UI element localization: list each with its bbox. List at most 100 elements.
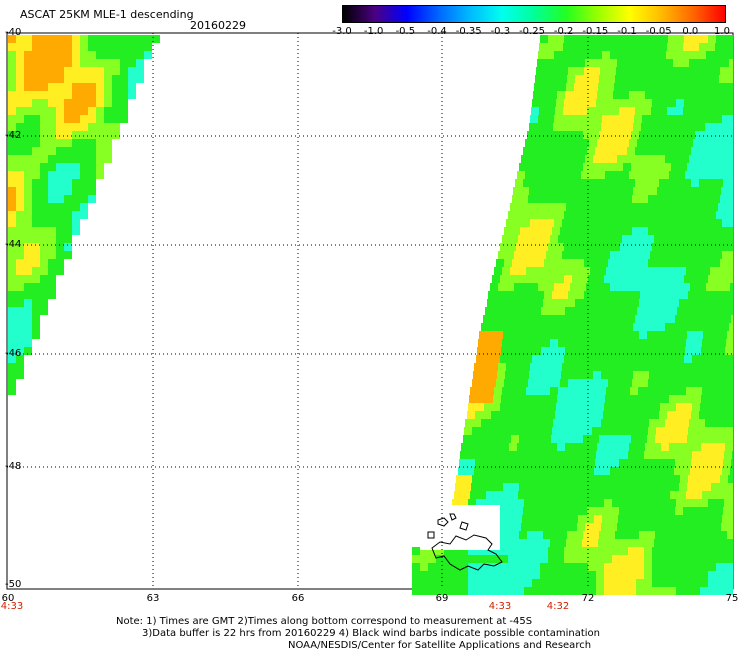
swath-cell bbox=[16, 339, 24, 347]
swath-cell bbox=[700, 99, 708, 107]
swath-cell bbox=[514, 283, 522, 291]
swath-cell bbox=[508, 547, 516, 555]
swath-cell bbox=[636, 35, 644, 43]
swath-cell bbox=[568, 291, 576, 299]
swath-cell bbox=[508, 211, 516, 219]
swath-cell bbox=[514, 251, 522, 259]
swath-cell bbox=[627, 315, 635, 323]
swath-cell bbox=[612, 243, 620, 251]
swath-cell bbox=[619, 411, 627, 419]
swath-cell bbox=[548, 571, 556, 579]
swath-cell bbox=[554, 283, 562, 291]
swath-cell bbox=[585, 323, 593, 331]
swath-cell bbox=[56, 211, 64, 219]
swath-cell bbox=[16, 331, 24, 339]
swath-cell bbox=[599, 331, 607, 339]
swath-cell bbox=[574, 339, 582, 347]
swath-cell bbox=[656, 379, 664, 387]
swath-cell bbox=[660, 275, 668, 283]
swath-cell bbox=[595, 411, 603, 419]
swath-cell bbox=[72, 35, 80, 43]
swath-cell bbox=[512, 195, 520, 203]
swath-cell bbox=[566, 83, 574, 91]
swath-cell bbox=[620, 555, 628, 563]
swath-cell bbox=[478, 387, 486, 395]
swath-cell bbox=[617, 523, 625, 531]
swath-cell bbox=[477, 347, 485, 355]
swath-cell bbox=[548, 587, 556, 595]
swath-cell bbox=[24, 123, 32, 131]
swath-cell bbox=[8, 355, 16, 363]
swath-cell bbox=[676, 451, 684, 459]
swath-cell bbox=[703, 435, 711, 443]
swath-cell bbox=[604, 275, 612, 283]
swath-cell bbox=[660, 451, 668, 459]
swath-cell bbox=[591, 435, 599, 443]
swath-cell bbox=[557, 307, 565, 315]
swath-cell bbox=[596, 587, 604, 595]
swath-cell bbox=[661, 139, 669, 147]
swath-cell bbox=[729, 187, 733, 195]
swath-cell bbox=[563, 315, 571, 323]
swath-cell bbox=[16, 323, 24, 331]
swath-cell bbox=[674, 283, 682, 291]
swath-cell bbox=[32, 43, 40, 51]
swath-cell bbox=[663, 531, 671, 539]
swath-cell bbox=[24, 99, 32, 107]
swath-cell bbox=[698, 515, 706, 523]
swath-cell bbox=[468, 571, 476, 579]
swath-cell bbox=[606, 339, 614, 347]
swath-cell bbox=[492, 563, 500, 571]
swath-cell bbox=[8, 147, 16, 155]
swath-cell bbox=[564, 211, 572, 219]
swath-cell bbox=[668, 547, 676, 555]
swath-cell bbox=[666, 219, 674, 227]
swath-cell bbox=[647, 331, 655, 339]
swath-cell bbox=[420, 579, 428, 587]
swath-cell bbox=[682, 51, 690, 59]
swath-cell bbox=[512, 475, 520, 483]
swath-cell bbox=[16, 163, 24, 171]
swath-cell bbox=[40, 123, 48, 131]
swath-cell bbox=[452, 547, 460, 555]
swath-cell bbox=[681, 371, 689, 379]
swath-cell bbox=[548, 275, 556, 283]
swath-cell bbox=[661, 307, 669, 315]
swath-cell bbox=[72, 91, 80, 99]
swath-cell bbox=[649, 59, 657, 67]
swath-cell bbox=[48, 243, 56, 251]
swath-cell bbox=[96, 35, 104, 43]
swath-cell bbox=[574, 491, 582, 499]
swath-cell bbox=[625, 155, 633, 163]
swath-cell bbox=[96, 115, 104, 123]
swath-cell bbox=[444, 563, 452, 571]
swath-cell bbox=[621, 91, 629, 99]
swath-cell bbox=[509, 307, 517, 315]
swath-cell bbox=[493, 307, 501, 315]
swath-cell bbox=[48, 91, 56, 99]
swath-cell bbox=[574, 203, 582, 211]
swath-cell bbox=[564, 243, 572, 251]
swath-cell bbox=[112, 83, 120, 91]
swath-cell bbox=[478, 491, 486, 499]
swath-cell bbox=[608, 379, 616, 387]
swath-cell bbox=[16, 43, 24, 51]
swath-cell bbox=[543, 531, 551, 539]
swath-cell bbox=[569, 523, 577, 531]
swath-cell bbox=[554, 251, 562, 259]
swath-cell bbox=[660, 211, 668, 219]
swath-cell bbox=[518, 339, 526, 347]
swath-cell bbox=[136, 51, 144, 59]
swath-cell bbox=[701, 443, 709, 451]
swath-cell bbox=[534, 83, 542, 91]
swath-cell bbox=[597, 395, 605, 403]
swath-cell bbox=[610, 219, 618, 227]
swath-cell bbox=[702, 387, 710, 395]
swath-cell bbox=[711, 163, 719, 171]
swath-cell bbox=[476, 587, 484, 595]
swath-cell bbox=[628, 563, 636, 571]
swath-cell bbox=[646, 491, 654, 499]
swath-cell bbox=[633, 371, 641, 379]
swath-cell bbox=[634, 515, 642, 523]
swath-cell bbox=[644, 547, 652, 555]
